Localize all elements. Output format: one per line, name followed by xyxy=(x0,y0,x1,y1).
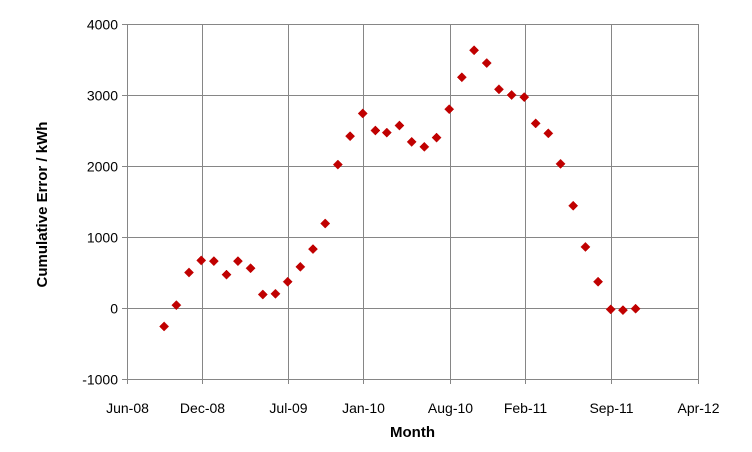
data-point xyxy=(159,321,170,332)
data-point xyxy=(469,45,480,56)
y-tick-label: 0 xyxy=(110,301,118,317)
x-tick-label: Apr-12 xyxy=(677,400,719,416)
data-point xyxy=(394,120,405,131)
data-point xyxy=(618,305,628,316)
x-tick-label: Jan-10 xyxy=(342,400,385,416)
data-point xyxy=(196,255,207,266)
data-point xyxy=(444,104,455,115)
x-tick-label: Sep-11 xyxy=(589,400,633,416)
data-point xyxy=(543,128,554,139)
data-point xyxy=(357,108,368,119)
data-point xyxy=(555,158,566,169)
x-tick-label: Feb-11 xyxy=(504,400,548,416)
data-point xyxy=(257,289,268,300)
axes xyxy=(127,24,698,380)
x-tick-label: Aug-10 xyxy=(428,400,473,416)
data-point xyxy=(630,303,641,314)
gridlines xyxy=(122,24,699,384)
data-point xyxy=(171,300,182,311)
x-tick-label: Dec-08 xyxy=(180,400,225,416)
data-point xyxy=(431,132,442,143)
y-axis-title: Cumulative Error / kWh xyxy=(34,122,51,288)
data-point xyxy=(580,241,591,252)
data-point xyxy=(332,159,343,170)
data-point xyxy=(232,256,243,267)
data-point xyxy=(593,276,604,287)
data-point xyxy=(208,256,219,267)
data-point xyxy=(568,200,579,211)
data-point xyxy=(519,92,530,103)
data-point xyxy=(282,276,293,287)
y-tick-label: 1000 xyxy=(87,230,118,246)
data-point xyxy=(308,244,318,255)
data-point xyxy=(605,304,616,315)
data-point xyxy=(245,263,256,274)
data-point xyxy=(530,118,541,129)
y-tick-label: 3000 xyxy=(87,88,118,104)
data-point xyxy=(481,58,492,69)
data-point xyxy=(345,131,356,142)
y-tick-label: 2000 xyxy=(87,159,118,175)
data-point xyxy=(221,269,232,280)
data-points xyxy=(159,45,641,332)
data-point xyxy=(370,125,381,136)
data-point xyxy=(494,84,504,95)
data-point xyxy=(270,288,281,299)
data-point xyxy=(320,218,331,229)
data-point xyxy=(456,72,467,83)
data-point xyxy=(381,127,392,138)
data-point xyxy=(184,267,194,278)
data-point xyxy=(506,90,517,100)
y-tick-labels: -1000 0 1000 2000 3000 4000 xyxy=(82,17,118,388)
x-tick-label: Jun-08 xyxy=(106,400,149,416)
data-point xyxy=(419,141,430,152)
x-axis-title: Month xyxy=(390,424,435,441)
data-point xyxy=(406,136,417,147)
y-tick-label: -1000 xyxy=(82,372,118,388)
y-tick-label: 4000 xyxy=(87,17,118,33)
x-tick-label: Jul-09 xyxy=(269,400,307,416)
x-tick-labels: Jun-08 Dec-08 Jul-09 Jan-10 Aug-10 Feb-11 Sep-… xyxy=(106,400,720,416)
data-point xyxy=(295,261,306,272)
